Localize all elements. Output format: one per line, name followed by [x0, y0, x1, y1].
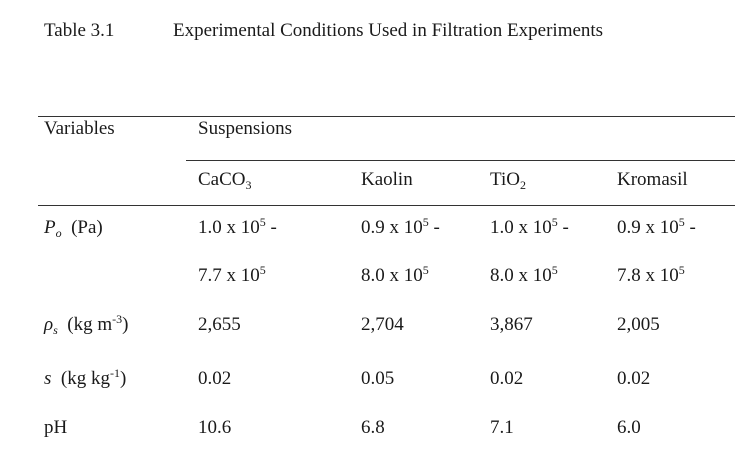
suspensions-rule [186, 160, 735, 161]
cell-pressure-min-caco3: 1.0 x 105 - [198, 215, 277, 238]
column-header-tio2: TiO2 [490, 169, 526, 192]
cell-pressure-min-kaolin: 0.9 x 105 - [361, 215, 440, 238]
cell-pressure-min-tio2: 1.0 x 105 - [490, 215, 569, 238]
cell-ph-tio2: 7.1 [490, 417, 514, 438]
cell-pressure-max-kaolin: 8.0 x 105 [361, 263, 429, 286]
cell-ph-caco3: 10.6 [198, 417, 232, 438]
cell-pressure-max-caco3: 7.7 x 105 [198, 263, 266, 286]
header-bottom-rule [38, 205, 735, 206]
cell-pressure-max-kromasil: 7.8 x 105 [617, 263, 685, 286]
variables-header: Variables [44, 118, 115, 139]
cell-mass-fraction-tio2: 0.02 [490, 368, 524, 389]
cell-density-tio2: 3,867 [490, 314, 533, 335]
row-label-mass-fraction: s (kg kg-1) [44, 366, 127, 389]
cell-ph-kaolin: 6.8 [361, 417, 385, 438]
cell-pressure-max-tio2: 8.0 x 105 [490, 263, 558, 286]
table-title: Experimental Conditions Used in Filtrati… [173, 20, 604, 41]
suspensions-header: Suspensions [198, 118, 292, 139]
row-label-density: ρs (kg m-3) [44, 312, 129, 337]
column-header-kromasil: Kromasil [617, 169, 688, 190]
row-label-ph: pH [44, 417, 68, 438]
cell-mass-fraction-caco3: 0.02 [198, 368, 232, 389]
column-header-caco3: CaCO3 [198, 169, 252, 192]
cell-mass-fraction-kromasil: 0.02 [617, 368, 651, 389]
cell-mass-fraction-kaolin: 0.05 [361, 368, 395, 389]
top-rule [38, 116, 735, 117]
table-number: Table 3.1 [44, 20, 115, 41]
row-label-pressure: Po (Pa) [44, 217, 103, 240]
cell-density-kromasil: 2,005 [617, 314, 660, 335]
cell-density-caco3: 2,655 [198, 314, 241, 335]
cell-pressure-min-kromasil: 0.9 x 105 - [617, 215, 696, 238]
cell-density-kaolin: 2,704 [361, 314, 404, 335]
column-header-kaolin: Kaolin [361, 169, 413, 190]
cell-ph-kromasil: 6.0 [617, 417, 641, 438]
